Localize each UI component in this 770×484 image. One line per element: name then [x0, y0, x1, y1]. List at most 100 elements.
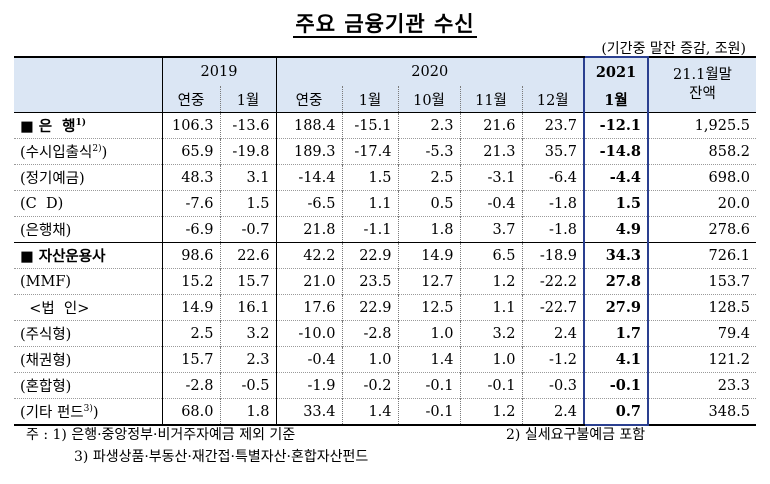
- table-cell: 0.5: [397, 190, 460, 217]
- footnote-marker: 2): [92, 144, 102, 155]
- table-cell: -22.2: [521, 268, 585, 295]
- table-cell: 15.7: [161, 346, 220, 373]
- row-label-text: (수시입출식: [20, 145, 93, 161]
- table-row: (주식형) 2.5 3.2 -10.0 -2.8 1.0 3.2 2.4 1.7 79.4: [14, 320, 757, 347]
- table-cell: -0.1: [397, 372, 460, 399]
- table-row: ■ 은 행1) 106.3 -13.6 188.4 -15.1 2.3 21.6 23.7 -1…: [14, 112, 757, 139]
- row-label: (채권형): [14, 346, 162, 373]
- table-cell: 698.0: [647, 164, 757, 191]
- header-blank: [14, 56, 162, 113]
- subheader-cell: 연중: [275, 86, 342, 113]
- table-cell: 188.4: [275, 112, 342, 139]
- table-cell: 16.1: [219, 294, 276, 321]
- table-cell: 1.0: [341, 346, 398, 373]
- table-cell: 34.3: [583, 242, 650, 269]
- table-cell: 22.9: [341, 294, 398, 321]
- row-label: (MMF): [14, 268, 162, 295]
- table-cell: -0.1: [397, 398, 460, 426]
- footnote-3: 3) 파생상품·부동산·재간접·특별자산·혼합자산펀드: [74, 449, 369, 465]
- row-label-text: (MMF): [20, 273, 72, 290]
- table-cell: 21.3: [459, 138, 522, 165]
- row-label-suffix: ): [101, 145, 108, 161]
- table-cell: 278.6: [647, 216, 757, 243]
- table-cell: 48.3: [161, 164, 220, 191]
- table-cell: 2.5: [161, 320, 220, 347]
- table-cell: 21.8: [275, 216, 342, 243]
- table-cell: 1.1: [459, 294, 522, 321]
- table-cell: 128.5: [647, 294, 757, 321]
- table-cell: -13.6: [219, 112, 276, 139]
- table-row: (수시입출식2)) 65.9 -19.8 189.3 -17.4 -5.3 21.3 35.7…: [14, 138, 757, 165]
- footnote-marker: 1): [75, 118, 87, 129]
- row-label-suffix: ): [92, 405, 99, 421]
- table-cell: 3.7: [459, 216, 522, 243]
- table-cell: 3.2: [459, 320, 522, 347]
- subheader-cell: 1월: [583, 86, 650, 113]
- header-2019: 2019: [161, 56, 276, 86]
- table-cell: 27.8: [583, 268, 650, 295]
- table-cell: -1.9: [275, 372, 342, 399]
- row-label-text: (주식형): [20, 327, 72, 343]
- table-cell: 12.5: [397, 294, 460, 321]
- table-cell: 106.3: [161, 112, 220, 139]
- table-row: ■ 자산운용사 98.6 22.6 42.2 22.9 14.9 6.5 -18.9 34.3 7…: [14, 242, 757, 269]
- table-row: (C D) -7.6 1.5 -6.5 1.1 0.5 -0.4 -1.8 1.5 20.0: [14, 190, 757, 217]
- table-cell: -5.3: [397, 138, 460, 165]
- table-cell: -0.5: [219, 372, 276, 399]
- table-cell: 65.9: [161, 138, 220, 165]
- deposit-table: 2019 2020 2021 21.1월말 잔액 연중 1월 연중 1월 10월 11월 1…: [14, 56, 757, 426]
- table-cell: 1,925.5: [647, 112, 757, 139]
- table-cell: -2.8: [341, 320, 398, 347]
- table-cell: 14.9: [161, 294, 220, 321]
- table-cell: 348.5: [647, 398, 757, 426]
- table-cell: -22.7: [521, 294, 585, 321]
- table-cell: 153.7: [647, 268, 757, 295]
- row-label-text: (은행채): [20, 223, 72, 239]
- table-cell: 858.2: [647, 138, 757, 165]
- table-cell: -6.5: [275, 190, 342, 217]
- table-cell: 1.2: [459, 268, 522, 295]
- table-cell: 0.7: [583, 398, 650, 426]
- row-label: ■ 자산운용사: [14, 242, 162, 269]
- table-cell: -15.1: [341, 112, 398, 139]
- table-cell: 1.0: [459, 346, 522, 373]
- table-cell: -0.1: [583, 372, 650, 399]
- table-cell: -17.4: [341, 138, 398, 165]
- table-row: (MMF) 15.2 15.7 21.0 23.5 12.7 1.2 -22.2 27.8 153…: [14, 268, 757, 295]
- table-cell: 4.1: [583, 346, 650, 373]
- footnote-1: 주 : 1) 은행·중앙정부·비거주자예금 제외 기준: [26, 427, 296, 443]
- table-cell: 121.2: [647, 346, 757, 373]
- table-cell: -0.2: [341, 372, 398, 399]
- table-cell: 4.9: [583, 216, 650, 243]
- row-label-text: (정기예금): [20, 171, 85, 187]
- table-cell: 1.4: [397, 346, 460, 373]
- table-row: <법 인> 14.9 16.1 17.6 22.9 12.5 1.1 -22.7 27.9 128…: [14, 294, 757, 321]
- table-row: (혼합형) -2.8 -0.5 -1.9 -0.2 -0.1 -0.1 -0.3 -0.1 23.…: [14, 372, 757, 399]
- subheader-cell: 11월: [459, 86, 522, 113]
- row-label-text: (혼합형): [20, 379, 72, 395]
- row-label: (C D): [14, 190, 162, 217]
- table-cell: 27.9: [583, 294, 650, 321]
- table-cell: 21.6: [459, 112, 522, 139]
- table-cell: 23.5: [341, 268, 398, 295]
- table-cell: 15.7: [219, 268, 276, 295]
- table-cell: 23.7: [521, 112, 585, 139]
- table-cell: 6.5: [459, 242, 522, 269]
- table-cell: 23.3: [647, 372, 757, 399]
- table-cell: -0.4: [275, 346, 342, 373]
- table-cell: 2.3: [397, 112, 460, 139]
- table-cell: 1.5: [219, 190, 276, 217]
- table-cell: 22.6: [219, 242, 276, 269]
- table-cell: -4.4: [583, 164, 650, 191]
- table-cell: 21.0: [275, 268, 342, 295]
- table-cell: 2.5: [397, 164, 460, 191]
- row-label-text: (기타 펀드: [20, 405, 84, 421]
- table-cell: 3.1: [219, 164, 276, 191]
- row-label: (수시입출식2)): [14, 138, 162, 165]
- table-cell: -6.4: [521, 164, 585, 191]
- table-cell: 35.7: [521, 138, 585, 165]
- table-cell: -1.1: [341, 216, 398, 243]
- table-row: (기타 펀드3)) 68.0 1.8 33.4 1.4 -0.1 1.2 2.4 0.7 348.…: [14, 398, 757, 426]
- table-cell: 1.5: [583, 190, 650, 217]
- header-2020: 2020: [275, 56, 585, 86]
